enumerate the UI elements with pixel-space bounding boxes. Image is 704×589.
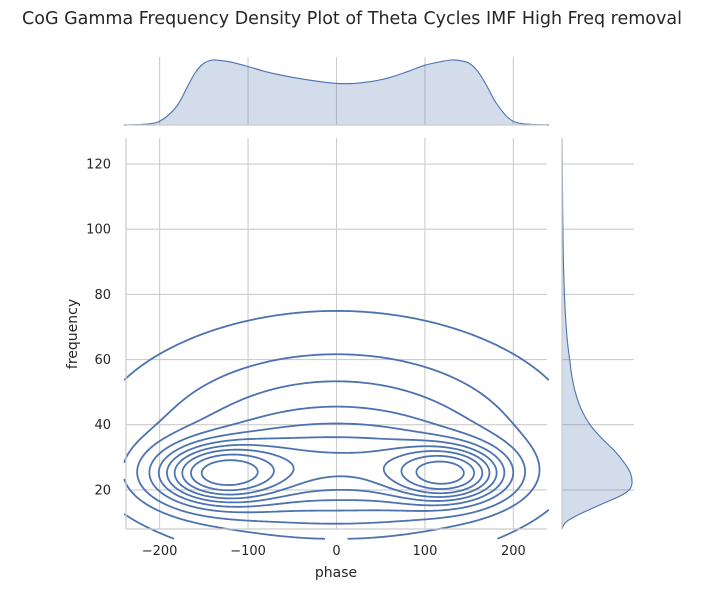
kde-contour-level xyxy=(166,436,498,504)
kde-contour-level xyxy=(123,353,541,540)
marginal-x-density xyxy=(124,57,549,126)
marginal-y-density xyxy=(561,137,634,530)
y-tick-label: 100 xyxy=(86,223,111,238)
kde-contour-level xyxy=(136,380,526,525)
x-tick-label: 200 xyxy=(501,544,526,559)
kde-contour-level xyxy=(181,448,484,496)
y-tick-label: 60 xyxy=(94,353,111,368)
kde-contour-level xyxy=(148,405,515,514)
kde-contour-level xyxy=(157,422,506,508)
marginal-x-curve xyxy=(124,59,549,126)
y-tick-label: 40 xyxy=(94,418,111,433)
y-tick-label: 120 xyxy=(86,158,111,173)
kde-contour-level xyxy=(173,443,491,500)
y-axis-label: frequency xyxy=(65,299,81,369)
marginal-y-fill xyxy=(562,138,633,529)
x-tick-label: −200 xyxy=(142,544,178,559)
kde-contour-level xyxy=(200,459,465,486)
joint-plot-area: −200 −100 0 100 200 20 40 60 80 100 120 phase fre… xyxy=(65,138,550,581)
kde-contour-level xyxy=(190,453,476,492)
x-axis-label: phase xyxy=(315,565,357,581)
y-tick-label: 20 xyxy=(94,483,111,498)
right-marginal-grid xyxy=(562,163,634,491)
chart-title: CoG Gamma Frequency Density Plot of Thet… xyxy=(22,9,682,29)
marginal-y-curve xyxy=(561,137,633,530)
main-grid xyxy=(126,138,547,529)
x-tick-label: 0 xyxy=(332,544,340,559)
top-marginal-grid xyxy=(159,57,514,125)
y-tick-labels: 20 40 60 80 100 120 xyxy=(86,158,111,499)
x-tick-labels: −200 −100 0 100 200 xyxy=(142,544,526,559)
marginal-x-fill xyxy=(124,59,549,125)
x-tick-label: 100 xyxy=(413,544,438,559)
kde-contour-level xyxy=(123,310,550,540)
x-tick-label: −100 xyxy=(230,544,266,559)
kde-contours xyxy=(123,310,550,540)
y-tick-label: 80 xyxy=(94,288,111,303)
